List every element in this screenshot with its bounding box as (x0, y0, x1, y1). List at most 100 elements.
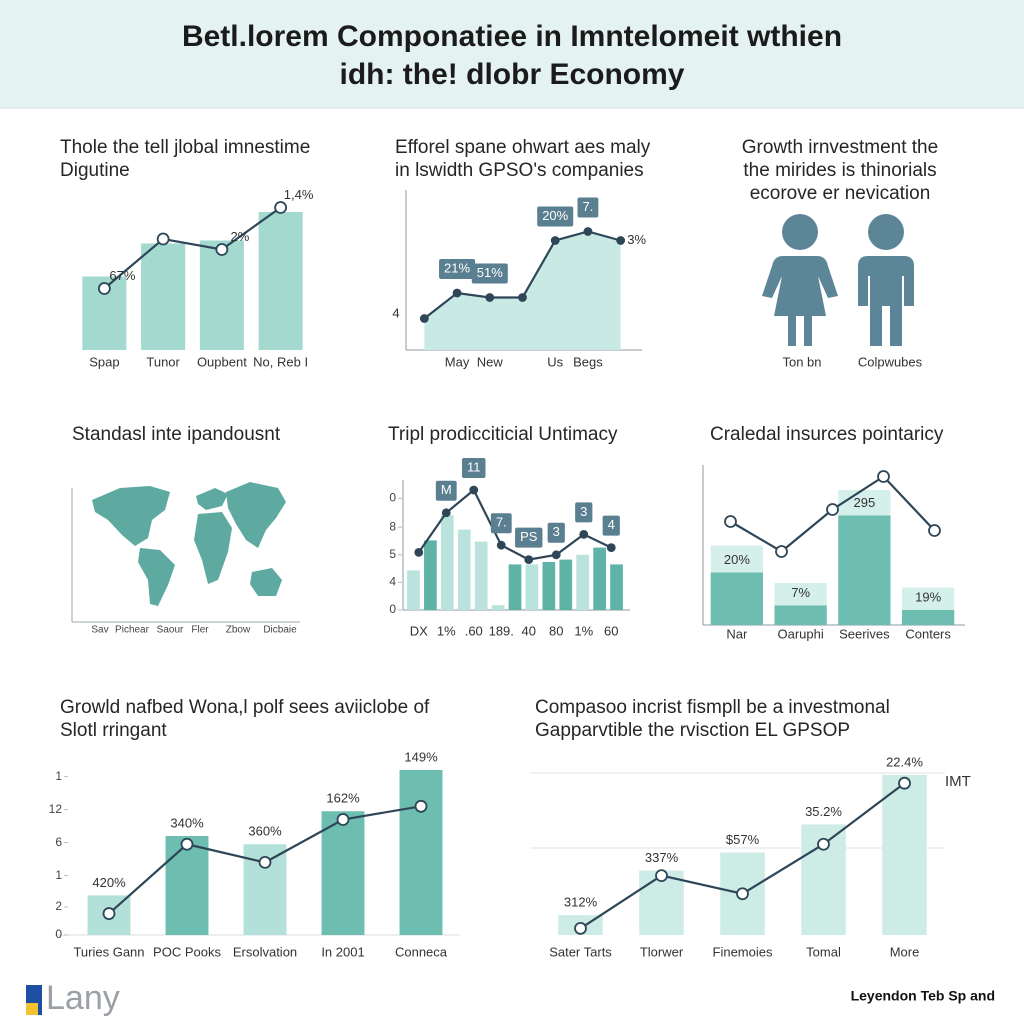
line-marker (877, 470, 890, 483)
line-marker (616, 236, 626, 245)
map-label: Pichear (115, 625, 150, 636)
panel-title: Gapparvtible the rvisction EL GPSOP (535, 720, 850, 741)
panel-title: Efforel spane ohwart aes maly (395, 137, 651, 158)
y-tick-label: 5 (389, 547, 396, 561)
bar (399, 770, 443, 935)
header-band (0, 0, 1024, 108)
x-tick-label: Conters (905, 626, 951, 641)
line-marker (102, 907, 116, 920)
x-tick-label: 40 (522, 623, 536, 638)
page-title: idh: the! dlobr Economy (340, 58, 685, 91)
point-label: PS (520, 529, 538, 544)
x-tick-label: Tlorwer (640, 944, 684, 959)
x-tick-label: Tunor (146, 354, 180, 369)
bar (525, 564, 539, 610)
point-label: 4 (608, 517, 615, 532)
bar-label: 22.4% (886, 754, 923, 769)
y-tick-label: 8 (389, 519, 396, 533)
bar-label: 7% (791, 585, 810, 600)
panel-title: ecorove er nevication (750, 183, 931, 204)
figure-label: Ton bn (782, 354, 821, 369)
x-tick-label: Tomal (806, 944, 841, 959)
label-box (435, 480, 457, 501)
bar-label: 20% (724, 552, 750, 567)
panel-title: Thole the tell jlobal imnestime (60, 137, 310, 158)
bar (774, 605, 827, 625)
x-tick-label: Ersolvation (233, 944, 297, 959)
point-label: 2% (230, 229, 249, 244)
panel-title: Tripl prodicciticial Untimacy (388, 424, 618, 445)
point-label: M (441, 482, 452, 497)
x-tick-label: Oaruphi (778, 626, 824, 641)
line-marker (736, 887, 749, 901)
panel-title: Growld nafbed Wona,l polf sees aviiclobe… (60, 697, 430, 718)
bar (491, 605, 505, 610)
x-tick-label: .60 (465, 623, 483, 638)
x-tick-label: POC Pooks (153, 944, 221, 959)
point-label: 7. (583, 199, 594, 214)
label-box (602, 515, 620, 536)
line-marker (775, 545, 788, 558)
panel-title: the mirides is thinorials (743, 160, 936, 181)
x-tick-label: Oupbent (197, 354, 247, 369)
bar (165, 836, 209, 935)
point-label: 51% (477, 265, 503, 280)
bar (576, 554, 590, 610)
area (424, 231, 621, 350)
bar (838, 490, 891, 516)
footer-logo: Lany (46, 979, 120, 1017)
line (417, 488, 612, 561)
panel-title: Compasoo incrist fismpll be a investmona… (535, 697, 890, 718)
bar-label: 149% (404, 749, 438, 764)
map-label: Saour (157, 625, 184, 636)
line-marker (550, 236, 560, 245)
bar (901, 587, 955, 610)
x-tick-label: 60 (604, 623, 618, 638)
panel-title: Standasl inte ipandousnt (72, 424, 281, 445)
bar (774, 583, 827, 606)
line-marker (817, 837, 830, 851)
point-label: 3% (627, 232, 646, 247)
map-label: Sav (91, 625, 108, 636)
x-tick-label: New (477, 354, 504, 369)
point-label: 3 (580, 504, 587, 519)
line-marker (414, 548, 424, 557)
y-tick-label: 4 (389, 575, 396, 589)
line-marker (274, 201, 288, 214)
label-box (547, 522, 565, 543)
line-marker (606, 543, 616, 552)
bar (559, 559, 573, 610)
bar (321, 811, 365, 935)
world-map (71, 482, 300, 623)
bar-label: 295 (854, 495, 876, 510)
line-marker (583, 227, 593, 236)
bar (424, 540, 437, 610)
panel-title: Slotl rringant (60, 720, 167, 741)
pictogram-figures (762, 214, 914, 346)
bar-label: 312% (564, 895, 598, 910)
x-tick-label: 1% (437, 623, 456, 638)
x-tick-label: Us (547, 354, 563, 369)
label-box (575, 502, 593, 523)
line-marker (97, 282, 111, 295)
line-marker (441, 508, 451, 518)
bar (882, 774, 927, 935)
x-tick-label: In 2001 (321, 944, 364, 959)
line-marker (419, 314, 429, 323)
bar-label: $57% (726, 832, 760, 847)
point-label: 3 (553, 524, 560, 539)
x-tick-label: 189. (489, 623, 514, 638)
line-marker (496, 540, 506, 550)
x-tick-label: No, Reb I (253, 354, 308, 369)
bar (508, 564, 522, 610)
x-tick-label: 1% (574, 623, 593, 638)
y-tick-label: 1 (55, 868, 62, 882)
bar-label: 35.2% (805, 804, 842, 819)
x-tick-label: Nar (726, 626, 748, 641)
line-marker (826, 503, 839, 516)
x-tick-label: Finemoies (713, 944, 773, 959)
y-tick-label: 6 (55, 835, 62, 849)
bar (838, 515, 891, 625)
bar (474, 541, 488, 610)
